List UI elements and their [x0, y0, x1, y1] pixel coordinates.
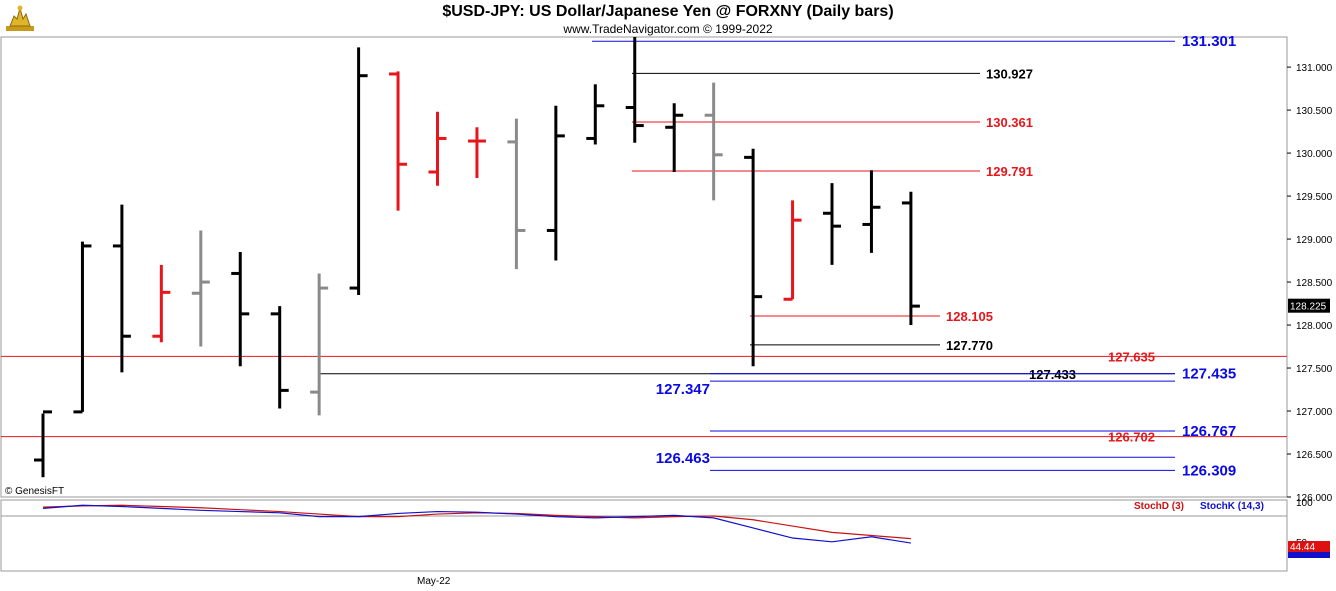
level-label: 127.435 [1182, 366, 1236, 383]
current-price-badge [1288, 298, 1330, 313]
level-label: 129.791 [986, 164, 1033, 179]
ohlc-bar [34, 410, 52, 478]
y-tick-label: 130.500 [1296, 106, 1333, 117]
ohlc-bar [586, 84, 605, 145]
level-label: 128.105 [946, 309, 993, 324]
ohlc-bar [191, 230, 210, 347]
ohlc-bar [546, 105, 565, 261]
stoch-tick-label: 100 [1296, 498, 1313, 509]
level-label: 126.767 [1182, 423, 1236, 440]
ohlc-bar [901, 191, 920, 326]
ohlc-bar [73, 241, 92, 414]
y-tick-label: 130.000 [1296, 149, 1333, 160]
ohlc-bar [823, 183, 841, 265]
x-axis-label: May-22 [417, 576, 451, 587]
price-panel-frame [0, 36, 1288, 498]
ohlc-bar [389, 71, 408, 211]
ohlc-bar [862, 170, 881, 253]
y-tick-label: 131.000 [1296, 63, 1333, 74]
y-tick-label: 128.000 [1296, 321, 1333, 332]
stoch-series-line [42, 504, 911, 540]
level-label: 127.635 [1108, 349, 1155, 364]
ohlc-bar [428, 111, 447, 186]
level-label: 126.463 [656, 450, 710, 467]
level-label: 127.347 [656, 381, 710, 398]
ohlc-bar [744, 148, 763, 367]
y-tick-label: 129.000 [1296, 235, 1333, 246]
y-tick-label: 129.500 [1296, 192, 1333, 203]
ohlc-bar [152, 264, 171, 343]
ohlc-bar [231, 251, 250, 367]
ohlc-bar [112, 204, 131, 373]
y-tick-label: 126.000 [1296, 493, 1333, 504]
watermark: © GenesisFT [5, 486, 64, 497]
chart-subtitle: www.TradeNavigator.com © 1999-2022 [563, 22, 773, 36]
y-tick-label: 128.500 [1296, 278, 1333, 289]
ohlc-bar [783, 200, 802, 301]
level-label: 127.770 [946, 338, 993, 353]
y-tick-label: 126.500 [1296, 450, 1333, 461]
ohlc-bar [625, 37, 644, 143]
ohlc-bar [270, 306, 289, 409]
ohlc-bar [349, 47, 368, 295]
level-label: 126.702 [1108, 430, 1155, 445]
bull-bear-statue-icon [6, 5, 34, 31]
ohlc-bar [665, 103, 684, 172]
stoch-value-label: 44.44 [1290, 542, 1315, 553]
level-label: 130.927 [986, 66, 1033, 81]
ohlc-bar [507, 118, 526, 270]
y-tick-label: 127.000 [1296, 407, 1333, 418]
stoch-k-value-badge [1288, 551, 1330, 558]
level-label: 127.433 [1029, 367, 1076, 382]
stochastic-panel-frame [0, 499, 1288, 572]
ohlc-bar [467, 127, 486, 179]
stoch-legend-label: StochD (3) [1134, 501, 1184, 512]
stoch-d-value-badge [1288, 541, 1330, 552]
y-tick-label: 127.500 [1296, 364, 1333, 375]
current-price-label: 128.225 [1290, 302, 1327, 313]
ohlc-bar [704, 82, 723, 201]
chart-title: $USD-JPY: US Dollar/Japanese Yen @ FORXN… [442, 3, 894, 20]
level-label: 126.309 [1182, 462, 1236, 479]
stoch-legend-label: StochK (14,3) [1200, 501, 1264, 512]
level-label: 131.301 [1182, 33, 1236, 50]
ohlc-bar [310, 273, 329, 416]
stoch-series-line [42, 504, 911, 544]
level-label: 130.361 [986, 115, 1033, 130]
